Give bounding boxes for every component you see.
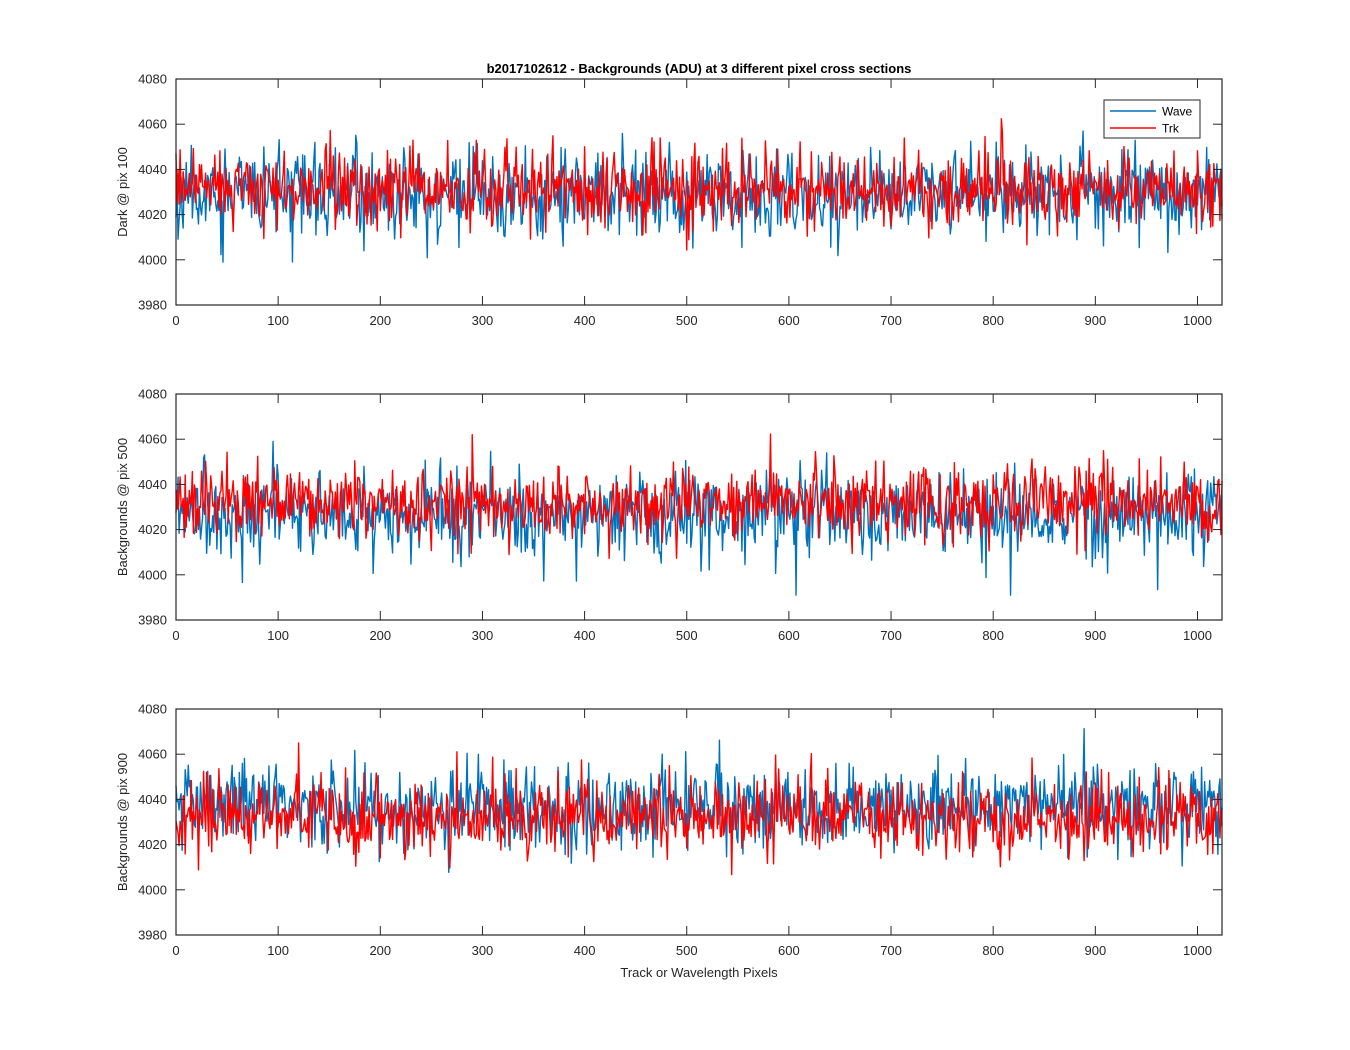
y-tick-label: 4040: [138, 162, 167, 177]
x-tick-label: 900: [1084, 313, 1106, 328]
y-tick-label: 3980: [138, 928, 167, 943]
x-tick-label: 800: [982, 628, 1004, 643]
x-tick-label: 100: [267, 313, 289, 328]
x-tick-label: 400: [574, 628, 596, 643]
y-tick-label: 4080: [138, 702, 167, 717]
x-tick-label: 1000: [1183, 313, 1212, 328]
y-axis-label: Backgrounds @ pix 500: [115, 438, 130, 576]
x-tick-label: 600: [778, 628, 800, 643]
series-line-trk: [175, 433, 1223, 560]
legend-box: [1103, 99, 1201, 139]
panel-2: 0 100 200 300 400 500 600 700 800 900 1000 3980 4000…: [115, 387, 1223, 643]
y-axis-label: Dark @ pix 100: [115, 147, 130, 237]
axes-box: [175, 78, 1223, 306]
x-tick-label: 0: [172, 628, 179, 643]
y-tick-label: 4080: [138, 387, 167, 402]
y-tick-label: 4020: [138, 837, 167, 852]
x-tick-label: 600: [778, 943, 800, 958]
y-tick-label: 4000: [138, 567, 167, 582]
x-tick-label: 100: [267, 628, 289, 643]
x-tick-label: 300: [472, 943, 494, 958]
x-tick-label: 300: [472, 628, 494, 643]
x-tick-label: 1000: [1183, 943, 1212, 958]
x-tick-label: 100: [267, 943, 289, 958]
x-tick-label: 1000: [1183, 628, 1212, 643]
y-tick-label: 3980: [138, 298, 167, 313]
y-tick-label: 4060: [138, 117, 167, 132]
x-tick-label: 900: [1084, 943, 1106, 958]
legend-label-trk: Trk: [1162, 122, 1180, 136]
y-tick-label: 4040: [138, 792, 167, 807]
x-tick-label: 800: [982, 943, 1004, 958]
series-line-trk: [175, 742, 1223, 876]
x-axis-label: Track or Wavelength Pixels: [620, 965, 778, 980]
y-tick-label: 3980: [138, 613, 167, 628]
x-tick-label: 400: [574, 313, 596, 328]
x-tick-label: 0: [172, 943, 179, 958]
panel-1: 0 100 200 300 400 500 600 700 800 900 1000 3980 4000…: [115, 72, 1223, 328]
x-tick-label: 200: [369, 943, 391, 958]
legend-label-wave: Wave: [1162, 105, 1193, 119]
y-tick-label: 4020: [138, 207, 167, 222]
x-tick-label: 500: [676, 313, 698, 328]
legend: Wave Trk: [1103, 99, 1201, 139]
chart-title: b2017102612 - Backgrounds (ADU) at 3 dif…: [487, 61, 912, 76]
axes-box: [175, 393, 1223, 621]
x-tick-label: 800: [982, 313, 1004, 328]
x-tick-label: 300: [472, 313, 494, 328]
x-tick-label: 700: [880, 943, 902, 958]
x-tick-label: 700: [880, 313, 902, 328]
x-tick-label: 0: [172, 313, 179, 328]
x-tick-label: 200: [369, 628, 391, 643]
y-tick-label: 4020: [138, 522, 167, 537]
y-tick-label: 4040: [138, 477, 167, 492]
y-tick-label: 4000: [138, 882, 167, 897]
x-tick-label: 700: [880, 628, 902, 643]
x-tick-label: 600: [778, 313, 800, 328]
y-tick-label: 4060: [138, 747, 167, 762]
x-tick-label: 900: [1084, 628, 1106, 643]
y-tick-label: 4080: [138, 72, 167, 87]
x-tick-label: 500: [676, 943, 698, 958]
panel-3: 0 100 200 300 400 500 600 700 800 900 1000 3980 4000…: [115, 702, 1223, 958]
x-tick-label: 500: [676, 628, 698, 643]
axes-box: [175, 708, 1223, 936]
y-tick-label: 4060: [138, 432, 167, 447]
panels: 0 100 200 300 400 500 600 700 800 900 100039804000…: [115, 72, 1223, 958]
x-tick-label: 200: [369, 313, 391, 328]
x-tick-label: 400: [574, 943, 596, 958]
y-tick-label: 4000: [138, 252, 167, 267]
series-line-trk: [175, 118, 1223, 251]
y-axis-label: Backgrounds @ pix 900: [115, 753, 130, 891]
